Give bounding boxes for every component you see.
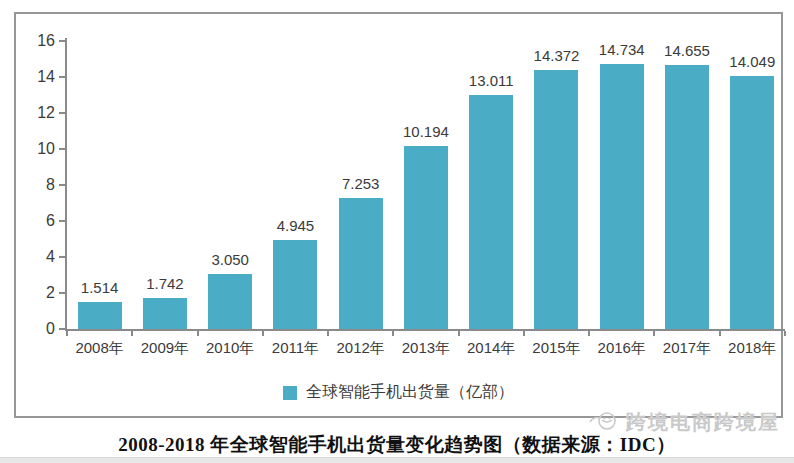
- y-axis-tick-label: 16: [15, 31, 55, 51]
- x-axis-tick: [523, 331, 525, 336]
- x-axis-tick-label: 2018年: [720, 339, 785, 358]
- bar-slot: 3.050: [198, 41, 263, 329]
- x-axis-tick: [458, 331, 460, 336]
- bottom-divider: [0, 457, 794, 463]
- y-axis-tick-label: 2: [15, 283, 55, 303]
- y-axis-tick-label: 8: [15, 175, 55, 195]
- x-axis-tick: [327, 331, 329, 336]
- x-axis-labels: 2008年2009年2010年2011年2012年2013年2014年2015年…: [67, 339, 785, 358]
- x-axis-tick-label: 2012年: [328, 339, 393, 358]
- y-axis-tick: [59, 76, 65, 78]
- bar-value-label: 14.049: [708, 53, 794, 70]
- legend-label: 全球智能手机出货量（亿部）: [306, 382, 514, 403]
- x-axis-tick-label: 2016年: [589, 339, 654, 358]
- bar: [78, 302, 122, 329]
- bar-value-label: 4.945: [251, 217, 340, 234]
- bar: [273, 240, 317, 329]
- x-axis-tick: [262, 331, 264, 336]
- x-axis-tick: [719, 331, 721, 336]
- bar: [600, 64, 644, 329]
- bar-value-label: 1.742: [120, 275, 209, 292]
- chart-caption: 2008-2018 年全球智能手机出货量变化趋势图（数据来源：IDC）: [0, 432, 794, 458]
- x-axis-tick: [197, 331, 199, 336]
- bar: [339, 198, 383, 329]
- y-axis-tick: [59, 184, 65, 186]
- bar-value-label: 3.050: [186, 251, 275, 268]
- x-axis-tick-label: 2008年: [67, 339, 132, 358]
- x-axis-tick: [66, 331, 68, 336]
- bar: [404, 146, 448, 329]
- x-axis-tick-label: 2017年: [654, 339, 719, 358]
- y-axis-tick: [59, 220, 65, 222]
- x-axis-tick-label: 2009年: [132, 339, 197, 358]
- bar-value-label: 13.011: [447, 72, 536, 89]
- bar: [534, 70, 578, 329]
- bar: [730, 76, 774, 329]
- bar-slot: 1.742: [132, 41, 197, 329]
- y-axis-tick-label: 0: [15, 319, 55, 339]
- x-axis-ticks: [67, 331, 785, 337]
- y-axis-tick-label: 12: [15, 103, 55, 123]
- x-axis-tick-label: 2013年: [393, 339, 458, 358]
- y-axis-tick-label: 4: [15, 247, 55, 267]
- bar-slot: 13.011: [459, 41, 524, 329]
- y-axis-tick-label: 14: [15, 67, 55, 87]
- y-axis-tick: [59, 328, 65, 330]
- bar-slot: 14.372: [524, 41, 589, 329]
- legend-swatch-icon: [283, 386, 297, 400]
- bar: [208, 274, 252, 329]
- y-axis-tick-label: 6: [15, 211, 55, 231]
- x-axis-tick-label: 2015年: [524, 339, 589, 358]
- x-axis-tick: [588, 331, 590, 336]
- bar-slot: 14.655: [654, 41, 719, 329]
- y-axis-tick: [59, 112, 65, 114]
- y-axis-tick: [59, 256, 65, 258]
- bar-value-label: 10.194: [381, 123, 470, 140]
- bar: [143, 298, 187, 329]
- bars-row: 1.5141.7423.0504.9457.25310.19413.01114.…: [67, 41, 785, 329]
- x-axis-tick-label: 2014年: [459, 339, 524, 358]
- chart-frame: 0 2 4 6 8 10 12 14 16 1.5141.7423.0504.9457.2531…: [14, 12, 783, 418]
- y-axis-tick: [59, 40, 65, 42]
- bar-value-label: 7.253: [316, 175, 405, 192]
- bar: [665, 65, 709, 329]
- x-axis-tick: [392, 331, 394, 336]
- plot-area: 0246810121416 1.5141.7423.0504.9457.2531…: [67, 41, 785, 329]
- x-axis-tick: [653, 331, 655, 336]
- bar: [469, 95, 513, 329]
- x-axis-tick: [131, 331, 133, 336]
- y-axis-tick-label: 10: [15, 139, 55, 159]
- x-axis-tick-label: 2010年: [198, 339, 263, 358]
- legend: 全球智能手机出货量（亿部）: [16, 382, 781, 403]
- bar-slot: 14.049: [720, 41, 785, 329]
- page: 0 2 4 6 8 10 12 14 16 1.5141.7423.0504.9457.2531…: [0, 0, 794, 463]
- y-axis-tick: [59, 148, 65, 150]
- bar-slot: 14.734: [589, 41, 654, 329]
- x-axis-tick-label: 2011年: [263, 339, 328, 358]
- x-axis-tick: [784, 331, 786, 336]
- bar-slot: 7.253: [328, 41, 393, 329]
